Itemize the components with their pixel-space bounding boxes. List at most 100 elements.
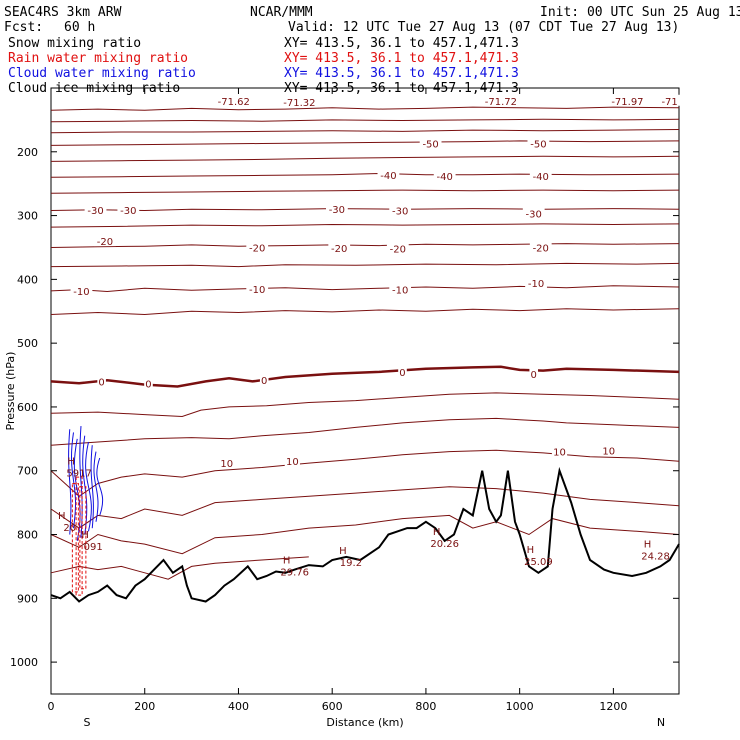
x-tick-label: 0: [48, 700, 55, 713]
contour-label: -71: [661, 97, 677, 108]
cloud-water-contour: [96, 457, 104, 516]
y-tick-label: 900: [17, 592, 38, 605]
terrain-layer: [50, 466, 680, 603]
contour-label-background: [529, 170, 552, 182]
high-marker: H: [283, 556, 291, 567]
contour-label: -10: [249, 285, 265, 296]
field-name-cloud-water: Cloud water mixing ratio: [8, 66, 196, 81]
contour-label: 10: [553, 448, 566, 459]
contour-label-background: [529, 241, 552, 253]
init-time: Init: 00 UTC Sun 25 Aug 13: [540, 5, 740, 20]
high-marker: H: [339, 546, 347, 557]
contour-label-background: [433, 170, 456, 182]
isotherm-line: [50, 129, 680, 134]
isotherm-line: [50, 243, 680, 248]
y-tick-label: 700: [17, 465, 38, 478]
isotherm-line: [50, 118, 680, 123]
forecast-label: Fcst:: [4, 20, 43, 35]
isotherm-line: [50, 223, 680, 228]
contour-label: -20: [390, 245, 406, 256]
contour-label: 0: [399, 368, 405, 379]
contour-label: -30: [392, 206, 408, 217]
isotherm-line: [50, 308, 680, 316]
forecast-hours: 60 h: [64, 20, 95, 35]
y-tick-label: 300: [17, 210, 38, 223]
isotherm-line: [50, 486, 680, 529]
field-xy-cloud-water: XY= 413.5, 36.1 to 457.1,471.3: [284, 66, 519, 81]
contour-label: -40: [533, 172, 549, 183]
contour-label: -71.62: [218, 97, 250, 108]
contour-label: 0: [98, 377, 104, 388]
isotherm-line: [50, 140, 680, 146]
contour-label: -30: [526, 210, 542, 221]
x-endpoint-north: N: [657, 716, 665, 729]
isotherm-line: [50, 208, 680, 212]
hydrometeor-layer: [68, 426, 104, 596]
contour-label: -30: [87, 206, 103, 217]
contour-label: 0: [531, 370, 537, 381]
contour-label-background: [93, 235, 116, 247]
cloud-water-contour: [71, 432, 76, 529]
high-value-label: 24.28: [641, 552, 670, 563]
x-tick-label: 200: [134, 700, 155, 713]
high-value-label: 20: [63, 523, 76, 534]
model-title: SEAC4RS 3km ARW: [4, 5, 122, 20]
contour-label-background: [601, 444, 617, 456]
contour-label-background: [278, 96, 321, 108]
contour-label-background: [70, 284, 93, 296]
high-value-label: 091: [84, 542, 103, 553]
contour-label: -71.72: [485, 97, 517, 108]
contour-label-background: [246, 282, 269, 294]
high-marker: H: [644, 540, 652, 551]
contour-label-background: [551, 445, 568, 457]
org-label: NCAR/MMM: [250, 5, 313, 20]
isotherm-line: [50, 392, 680, 418]
contour-label-background: [525, 277, 547, 289]
rain-water-contour: [75, 476, 83, 596]
high-value-label: 20.26: [430, 539, 459, 550]
terrain-line: [50, 466, 680, 603]
contour-label-background: [246, 241, 269, 253]
contour-label-background: [522, 207, 545, 219]
x-axis-title: Distance (km): [326, 716, 403, 729]
contour-label: -30: [120, 206, 136, 217]
contour-label-background: [117, 203, 140, 215]
contour-label-background: [480, 94, 522, 106]
x-tick-label: 1000: [506, 700, 534, 713]
contour-label: -30: [329, 205, 345, 216]
contour-label: -40: [380, 171, 396, 182]
x-tick-label: 600: [322, 700, 343, 713]
contour-label: -71.97: [611, 97, 643, 108]
valid-time: Valid: 12 UTC Tue 27 Aug 13 (07 CDT Tue …: [288, 20, 679, 35]
isotherm-line: [50, 262, 680, 268]
x-endpoint-south: S: [84, 716, 91, 729]
high-value-label: 25.09: [524, 557, 553, 568]
contour-label: -50: [422, 139, 438, 150]
contour-label: 0: [145, 379, 151, 390]
axes-layer: 0 200 400 600 800 1000 12002003004005006007008…: [10, 87, 679, 713]
contour-label-background: [144, 377, 153, 389]
cloud-water-contour: [90, 445, 94, 529]
high-marker: H: [527, 545, 535, 556]
contour-label-layer: -71.62 -71.32 -71.72 -71.97 -71 -50 -50 -40 -40 -…: [58, 94, 681, 579]
contour-label: -20: [249, 243, 265, 254]
contour-label-background: [529, 367, 539, 379]
contour-label-background: [84, 203, 107, 215]
high-marker: H: [58, 511, 66, 522]
contour-label: -40: [436, 172, 452, 183]
contour-label: 10: [602, 446, 615, 457]
cloud-water-contour: [85, 441, 92, 532]
plot-frame: [50, 87, 680, 695]
high-value-label: 29.76: [280, 568, 309, 579]
contour-label: 10: [286, 457, 299, 468]
contour-label-background: [284, 455, 300, 467]
cloud-water-contour: [82, 435, 88, 535]
rain-water-contour: [79, 486, 87, 590]
contour-label-background: [97, 375, 106, 387]
contour-label-background: [658, 94, 681, 106]
y-tick-label: 1000: [10, 656, 38, 669]
x-tick-label: 400: [228, 700, 249, 713]
y-tick-label: 800: [17, 529, 38, 542]
high-marker: H: [81, 530, 89, 541]
